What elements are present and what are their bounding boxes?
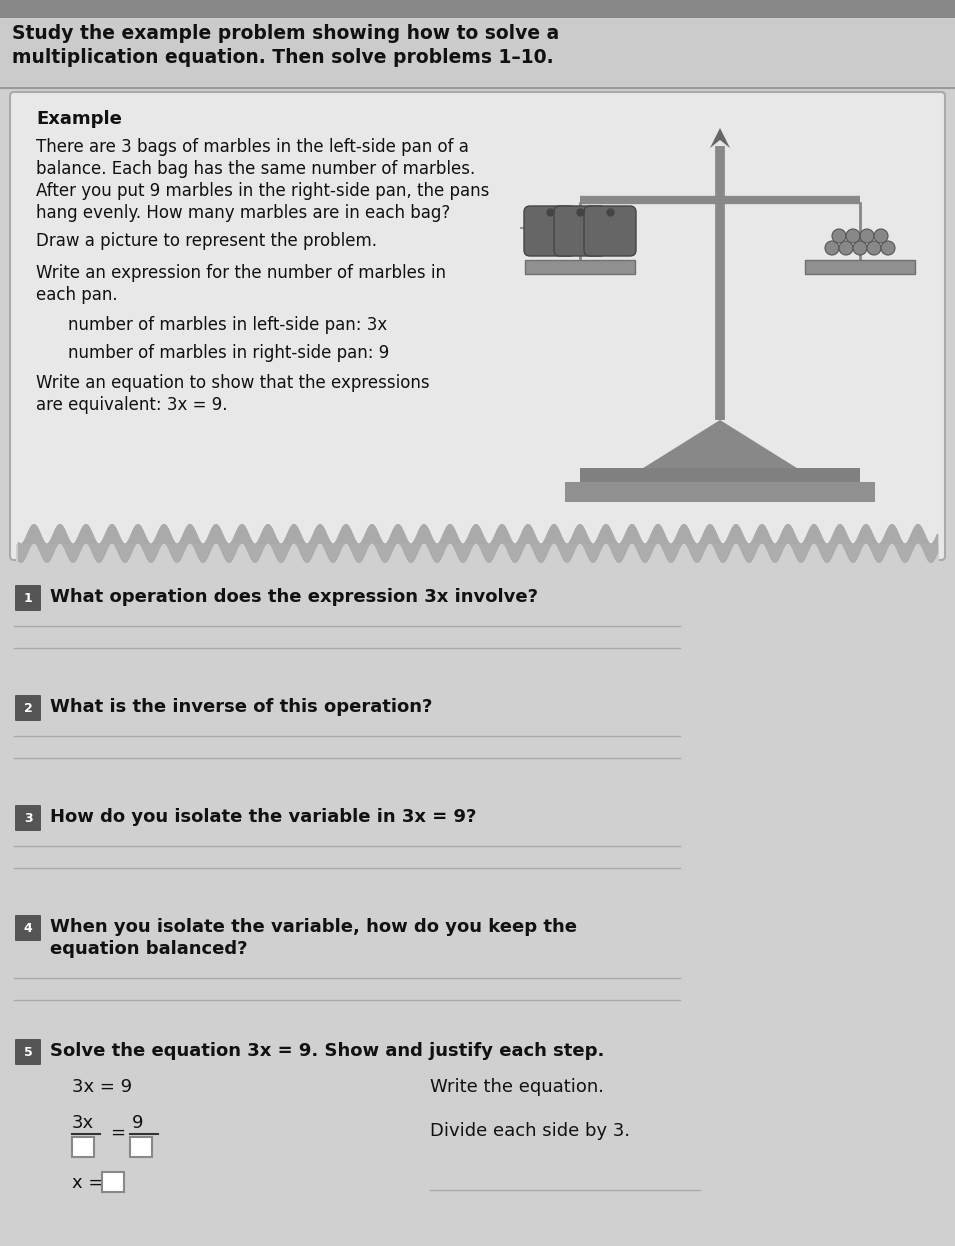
Text: each pan.: each pan. — [36, 287, 117, 304]
Text: After you put 9 marbles in the right-side pan, the pans: After you put 9 marbles in the right-sid… — [36, 182, 489, 201]
Text: x =: x = — [72, 1174, 103, 1192]
Bar — [130, 1138, 152, 1158]
Text: 1: 1 — [24, 592, 32, 604]
Text: Study the example problem showing how to solve a: Study the example problem showing how to… — [12, 24, 560, 44]
FancyBboxPatch shape — [554, 206, 606, 255]
Bar — [805, 260, 915, 274]
Text: Write an expression for the number of marbles in: Write an expression for the number of ma… — [36, 264, 446, 282]
Bar — [565, 482, 875, 502]
Circle shape — [874, 229, 888, 243]
FancyBboxPatch shape — [15, 1039, 41, 1065]
Text: 5: 5 — [24, 1045, 32, 1059]
Circle shape — [846, 229, 860, 243]
Text: 4: 4 — [24, 922, 32, 934]
Circle shape — [832, 229, 846, 243]
Polygon shape — [640, 420, 800, 470]
FancyBboxPatch shape — [15, 805, 41, 831]
FancyBboxPatch shape — [584, 206, 636, 255]
Bar — [525, 260, 635, 274]
Bar — [0, 0, 955, 17]
Text: When you isolate the variable, how do you keep the: When you isolate the variable, how do yo… — [50, 918, 577, 936]
Text: What operation does the expression 3x involve?: What operation does the expression 3x in… — [50, 588, 538, 606]
FancyBboxPatch shape — [524, 206, 576, 255]
Bar — [580, 468, 860, 482]
Text: Solve the equation 3x = 9. Show and justify each step.: Solve the equation 3x = 9. Show and just… — [50, 1042, 605, 1060]
Text: multiplication equation. Then solve problems 1–10.: multiplication equation. Then solve prob… — [12, 49, 554, 67]
Text: 3x = 9: 3x = 9 — [72, 1078, 132, 1096]
Text: number of marbles in left-side pan: 3x: number of marbles in left-side pan: 3x — [68, 316, 387, 334]
Text: hang evenly. How many marbles are in each bag?: hang evenly. How many marbles are in eac… — [36, 204, 450, 222]
FancyBboxPatch shape — [15, 695, 41, 721]
Text: are equivalent: 3x = 9.: are equivalent: 3x = 9. — [36, 396, 227, 414]
Text: 2: 2 — [24, 701, 32, 714]
Bar — [0, 17, 955, 86]
FancyBboxPatch shape — [15, 915, 41, 941]
Text: Write an equation to show that the expressions: Write an equation to show that the expre… — [36, 374, 430, 392]
Circle shape — [825, 240, 839, 255]
Text: =: = — [110, 1124, 125, 1143]
Circle shape — [839, 240, 853, 255]
Text: Draw a picture to represent the problem.: Draw a picture to represent the problem. — [36, 232, 377, 250]
Text: What is the inverse of this operation?: What is the inverse of this operation? — [50, 698, 433, 716]
Text: balance. Each bag has the same number of marbles.: balance. Each bag has the same number of… — [36, 159, 476, 178]
Circle shape — [867, 240, 881, 255]
Text: 3x: 3x — [72, 1114, 95, 1133]
Text: 9: 9 — [132, 1114, 143, 1133]
Circle shape — [853, 240, 867, 255]
Text: There are 3 bags of marbles in the left-side pan of a: There are 3 bags of marbles in the left-… — [36, 138, 469, 156]
Text: Divide each side by 3.: Divide each side by 3. — [430, 1121, 630, 1140]
Text: Write the equation.: Write the equation. — [430, 1078, 604, 1096]
Text: Example: Example — [36, 110, 122, 128]
Text: How do you isolate the variable in 3x = 9?: How do you isolate the variable in 3x = … — [50, 807, 477, 826]
FancyBboxPatch shape — [10, 92, 945, 559]
Bar — [102, 1172, 124, 1192]
Text: equation balanced?: equation balanced? — [50, 939, 247, 958]
FancyBboxPatch shape — [15, 586, 41, 611]
Bar — [72, 1138, 94, 1158]
Circle shape — [860, 229, 874, 243]
Text: 3: 3 — [24, 811, 32, 825]
Text: number of marbles in right-side pan: 9: number of marbles in right-side pan: 9 — [68, 344, 390, 363]
Polygon shape — [710, 128, 730, 148]
Circle shape — [881, 240, 895, 255]
Bar — [16, 545, 939, 569]
